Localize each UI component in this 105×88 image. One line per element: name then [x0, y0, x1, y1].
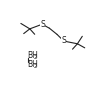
Text: 2: 2	[34, 55, 38, 60]
Text: BH: BH	[27, 51, 38, 60]
Text: S: S	[61, 36, 66, 45]
Text: BH: BH	[27, 60, 38, 69]
Text: 2: 2	[34, 64, 38, 69]
Text: S: S	[40, 20, 45, 29]
